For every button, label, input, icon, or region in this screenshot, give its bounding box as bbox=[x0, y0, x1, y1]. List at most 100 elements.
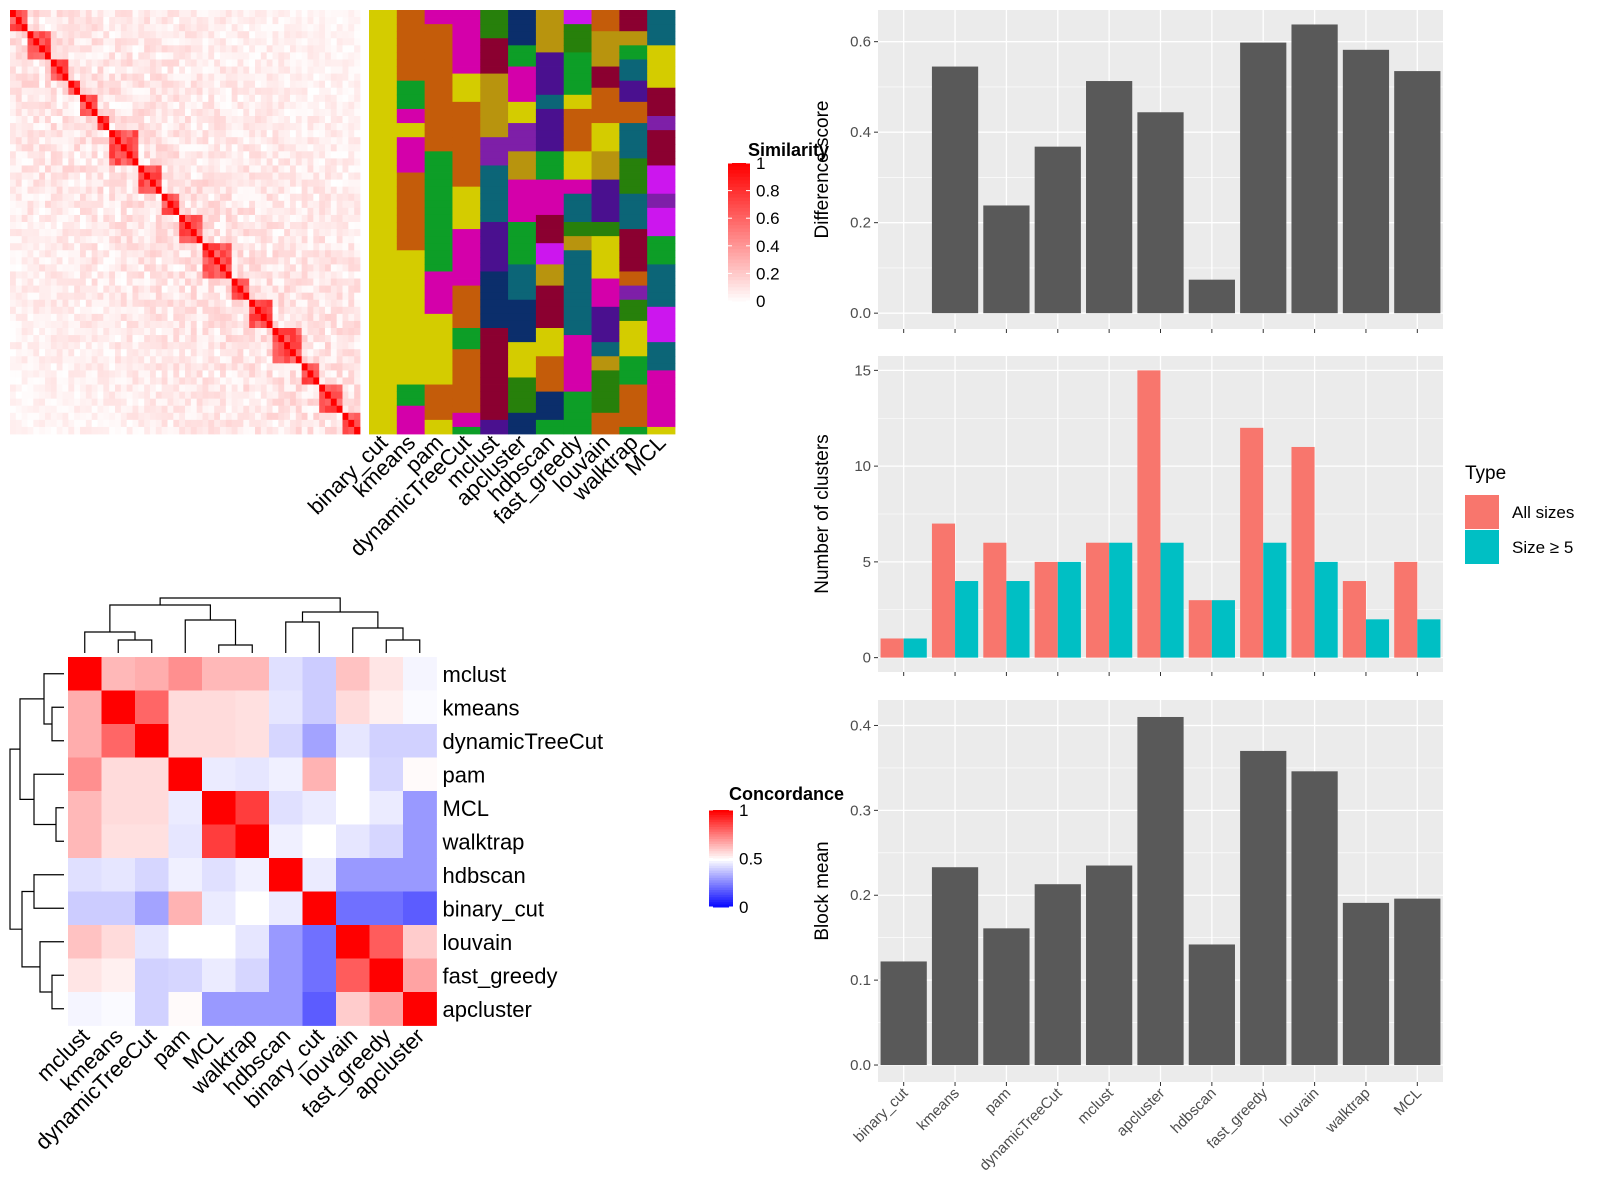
concordance-cell bbox=[403, 724, 437, 758]
similarity-cell bbox=[255, 292, 262, 301]
bar-size-ge5 bbox=[1211, 600, 1235, 658]
similarity-cell bbox=[237, 101, 244, 110]
similarity-cell bbox=[319, 179, 326, 188]
similarity-cell bbox=[33, 363, 40, 371]
similarity-cell bbox=[103, 108, 110, 117]
similarity-cell bbox=[231, 398, 238, 407]
similarity-cell bbox=[10, 52, 17, 60]
similarity-cell bbox=[33, 137, 40, 145]
membership-cell bbox=[591, 313, 620, 322]
similarity-cell bbox=[336, 313, 343, 322]
similarity-cell bbox=[185, 405, 192, 414]
similarity-cell bbox=[208, 356, 215, 364]
similarity-gradient-step bbox=[728, 207, 750, 212]
concordance-cell bbox=[336, 958, 370, 993]
membership-cell bbox=[480, 165, 509, 173]
similarity-cell bbox=[97, 271, 104, 279]
membership-cell bbox=[508, 94, 537, 103]
similarity-cell bbox=[220, 271, 227, 279]
similarity-gradient-step bbox=[728, 176, 750, 181]
similarity-cell bbox=[115, 384, 122, 392]
similarity-cell bbox=[336, 24, 343, 32]
similarity-cell bbox=[284, 229, 291, 237]
similarity-cell bbox=[208, 299, 215, 308]
membership-cell bbox=[369, 158, 398, 166]
similarity-cell bbox=[266, 94, 273, 103]
similarity-cell bbox=[126, 306, 133, 315]
membership-cell bbox=[369, 130, 398, 138]
similarity-cell bbox=[126, 243, 133, 251]
similarity-cell bbox=[15, 207, 23, 216]
similarity-cell bbox=[80, 66, 87, 74]
similarity-cell bbox=[237, 17, 244, 25]
similarity-cell bbox=[225, 45, 233, 53]
row-label: hdbscan bbox=[443, 863, 526, 888]
similarity-cell bbox=[10, 285, 17, 294]
membership-cell bbox=[396, 349, 426, 357]
similarity-cell bbox=[167, 101, 174, 110]
similarity-cell bbox=[62, 151, 69, 159]
membership-cell bbox=[480, 250, 509, 258]
similarity-cell bbox=[120, 278, 128, 286]
similarity-cell bbox=[138, 257, 145, 265]
similarity-cell bbox=[126, 285, 133, 294]
similarity-cell bbox=[190, 123, 198, 131]
similarity-cell bbox=[225, 172, 233, 180]
similarity-cell bbox=[319, 405, 326, 414]
similarity-cell bbox=[307, 179, 314, 188]
similarity-cell bbox=[307, 384, 314, 392]
similarity-cell bbox=[249, 377, 256, 385]
similarity-cell bbox=[126, 391, 133, 400]
similarity-cell bbox=[179, 137, 186, 145]
membership-cell bbox=[591, 158, 620, 166]
similarity-cell bbox=[260, 306, 268, 315]
similarity-gradient-step bbox=[728, 269, 750, 274]
similarity-cell bbox=[62, 31, 69, 39]
similarity-cell bbox=[301, 214, 308, 223]
membership-cell bbox=[619, 356, 648, 364]
similarity-cell bbox=[278, 377, 285, 385]
similarity-cell bbox=[138, 59, 145, 67]
similarity-cell bbox=[208, 144, 215, 152]
similarity-cell bbox=[39, 229, 46, 237]
similarity-cell bbox=[220, 200, 227, 209]
similarity-cell bbox=[115, 45, 122, 53]
membership-cell bbox=[424, 108, 453, 117]
similarity-cell bbox=[68, 243, 75, 251]
similarity-cell bbox=[173, 59, 180, 67]
concordance-cell bbox=[101, 791, 136, 825]
similarity-cell bbox=[126, 313, 133, 322]
membership-cell bbox=[424, 179, 453, 188]
membership-cell bbox=[369, 398, 398, 407]
similarity-cell bbox=[307, 10, 314, 18]
similarity-cell bbox=[190, 243, 198, 251]
similarity-cell bbox=[56, 193, 63, 202]
concordance-cell bbox=[369, 690, 404, 725]
concordance-gradient-step bbox=[709, 814, 733, 818]
similarity-cell bbox=[27, 222, 34, 230]
membership-cell bbox=[480, 137, 509, 145]
similarity-cell bbox=[249, 193, 256, 202]
similarity-cell bbox=[80, 73, 87, 82]
similarity-cell bbox=[319, 264, 326, 272]
similarity-cell bbox=[126, 144, 133, 152]
concordance-cell bbox=[68, 992, 102, 1026]
membership-cell bbox=[396, 377, 426, 385]
similarity-cell bbox=[290, 94, 297, 103]
bar-size-ge5 bbox=[1314, 561, 1338, 658]
similarity-cell bbox=[336, 52, 343, 60]
bar bbox=[1342, 902, 1390, 1066]
similarity-cell bbox=[132, 243, 139, 251]
similarity-cell bbox=[62, 108, 69, 117]
similarity-cell bbox=[307, 108, 314, 117]
membership-cell bbox=[480, 38, 509, 46]
similarity-cell bbox=[237, 45, 244, 53]
similarity-cell bbox=[342, 200, 349, 209]
dendrogram-link bbox=[385, 639, 421, 653]
membership-cell bbox=[480, 80, 509, 89]
y-tick-label: 0 bbox=[863, 650, 871, 667]
similarity-cell bbox=[21, 45, 28, 53]
membership-cell bbox=[647, 243, 676, 251]
similarity-cell bbox=[319, 144, 326, 152]
similarity-cell bbox=[237, 151, 244, 159]
